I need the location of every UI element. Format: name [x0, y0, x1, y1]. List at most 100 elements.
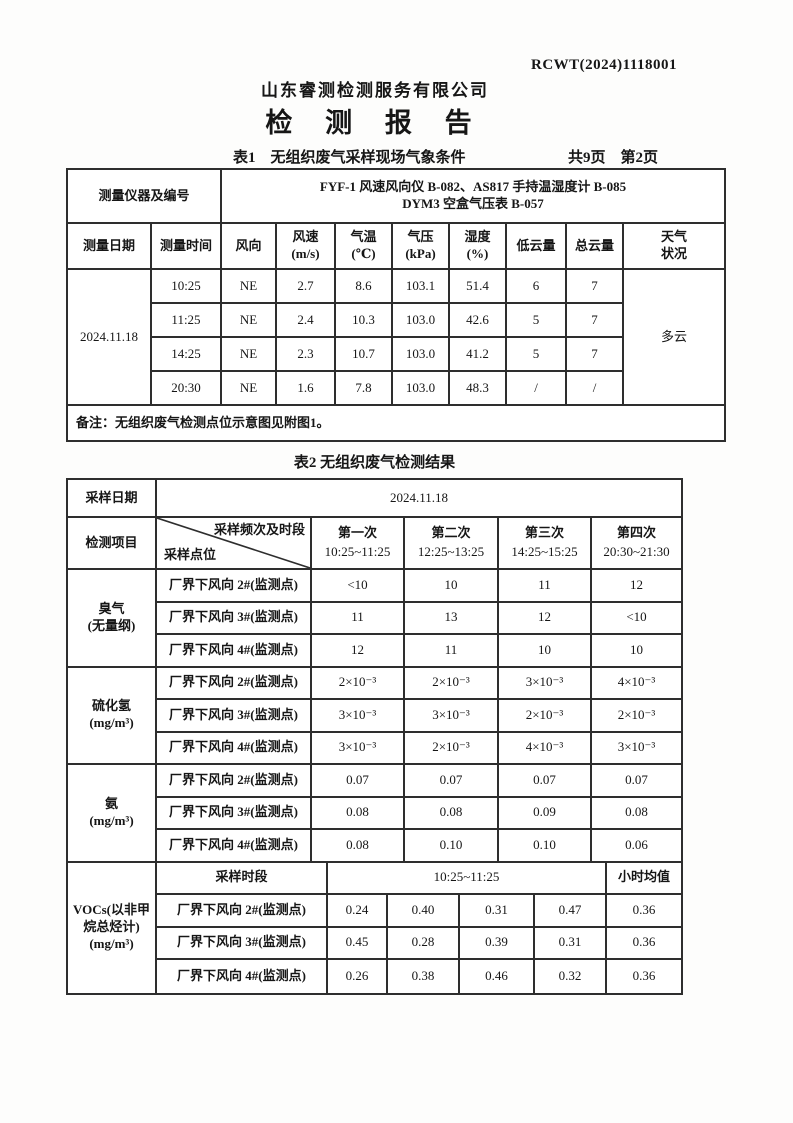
measurement-value: 11 [405, 635, 499, 668]
measurement-value: 11 [312, 602, 405, 635]
instrument-list: FYF-1 风速风向仪 B-082、AS817 手持温湿度计 B-085 DYM… [222, 170, 724, 224]
period-seq: 第三次 [524, 525, 564, 541]
table2-upper-grid: 采样日期 2024.11.18 检测项目 采样频次及时段 采样点位 第一次 10:… [68, 480, 681, 863]
sampling-point-label: 厂界下风向 4#(监测点) [157, 830, 312, 863]
sampling-point-label: 厂界下风向 2#(监测点) [157, 765, 312, 798]
measurement-value: 3×10⁻³ [312, 732, 405, 765]
cell-wind-dir: NE [222, 304, 277, 338]
measurement-value: 11 [499, 570, 592, 603]
measurement-value: 4×10⁻³ [499, 732, 592, 765]
measurement-value: 3×10⁻³ [405, 700, 499, 733]
cell-wind-speed: 2.4 [277, 304, 336, 338]
sampling-point-label: 厂界下风向 4#(监测点) [157, 732, 312, 765]
measurement-value: 0.07 [405, 765, 499, 798]
period-seq: 第一次 [337, 525, 377, 541]
sampling-point-label: 厂界下风向 4#(监测点) [157, 960, 328, 993]
diagonal-bottom-label: 采样点位 [164, 547, 217, 563]
measurement-value: 2×10⁻³ [405, 667, 499, 700]
cell-total-cloud: 7 [567, 338, 624, 372]
measurement-value: 0.07 [312, 765, 405, 798]
diagonal-line [157, 518, 310, 568]
measurement-value: 0.10 [405, 830, 499, 863]
hourly-average-value: 0.36 [607, 928, 681, 960]
period-time: 20:30~21:30 [603, 544, 670, 559]
measurement-value: 2×10⁻³ [592, 700, 681, 733]
cell-low-cloud: / [507, 372, 567, 406]
vocs-period-value: 10:25~11:25 [328, 862, 607, 895]
period-seq: 第二次 [431, 525, 471, 541]
measurement-value: 0.39 [460, 927, 535, 960]
sampling-point-label: 厂界下风向 3#(监测点) [157, 602, 312, 635]
measurement-value: 0.24 [328, 895, 388, 928]
cell-pressure: 103.0 [393, 372, 450, 406]
cell-pressure: 103.1 [393, 270, 450, 304]
period-header-4: 第四次 20:30~21:30 [592, 518, 681, 570]
cell-total-cloud: / [567, 372, 624, 406]
page-count: 共9页 第2页 [568, 150, 659, 166]
cell-time: 11:25 [152, 304, 222, 338]
col-header-time: 测量时间 [152, 224, 222, 270]
measurement-value: 0.08 [312, 830, 405, 863]
cell-humidity: 42.6 [450, 304, 507, 338]
hourly-average-value: 0.36 [607, 895, 681, 928]
hourly-average-label: 小时均值 [607, 863, 681, 895]
measurement-value: 0.45 [328, 927, 388, 960]
measurement-value: 12 [312, 635, 405, 668]
measurement-value: 2×10⁻³ [312, 667, 405, 700]
item-odor: 臭气 (无量纲) [68, 570, 157, 668]
measurement-value: 12 [499, 602, 592, 635]
table2-caption: 表2 无组织废气检测结果 [293, 455, 456, 471]
measurement-value: 0.31 [535, 927, 607, 960]
measurement-value: 0.07 [499, 765, 592, 798]
measurement-value: 0.08 [312, 797, 405, 830]
period-header-3: 第三次 14:25~15:25 [499, 518, 592, 570]
measurement-value: 10 [405, 570, 499, 603]
measurement-value: 0.06 [592, 830, 681, 863]
cell-temp: 7.8 [336, 372, 393, 406]
measurement-value: 0.08 [405, 797, 499, 830]
cell-time: 14:25 [152, 338, 222, 372]
table2-gas-results: 采样日期 2024.11.18 检测项目 采样频次及时段 采样点位 第一次 10:… [66, 478, 683, 995]
cell-total-cloud: 7 [567, 304, 624, 338]
col-header-total-cloud: 总云量 [567, 224, 624, 270]
table1-note: 备注：无组织废气检测点位示意图见附图1。 [76, 414, 330, 430]
cell-temp: 8.6 [336, 270, 393, 304]
cell-time: 20:30 [152, 372, 222, 406]
company-name: 山东睿测检测服务有限公司 [261, 81, 489, 100]
measurement-value: 3×10⁻³ [592, 733, 681, 765]
cell-low-cloud: 5 [507, 304, 567, 338]
measurement-value: 0.40 [388, 895, 460, 928]
col-header-low-cloud: 低云量 [507, 224, 567, 270]
measurement-value: 0.09 [499, 797, 592, 830]
cell-wind-dir: NE [222, 270, 277, 304]
measurement-value: 0.08 [592, 798, 681, 830]
sampling-point-label: 厂界下风向 2#(监测点) [157, 895, 328, 928]
col-header-temp: 气温 (℃) [336, 224, 393, 270]
measurement-value: 0.26 [328, 960, 388, 993]
col-header-weather: 天气 状况 [624, 224, 724, 270]
cell-wind-dir: NE [222, 372, 277, 406]
diagonal-header-cell: 采样频次及时段 采样点位 [157, 518, 312, 570]
measurement-value: 0.47 [535, 895, 607, 928]
table1-weather-conditions: 测量仪器及编号 FYF-1 风速风向仪 B-082、AS817 手持温湿度计 B… [66, 168, 726, 442]
sampling-date-label: 采样日期 [68, 480, 157, 518]
col-header-pressure: 气压 (kPa) [393, 224, 450, 270]
col-header-wind-speed: 风速 (m/s) [277, 224, 336, 270]
cell-total-cloud: 7 [567, 270, 624, 304]
period-seq: 第四次 [616, 525, 656, 541]
cell-wind-speed: 1.6 [277, 372, 336, 406]
cell-temp: 10.3 [336, 304, 393, 338]
cell-wind-speed: 2.3 [277, 338, 336, 372]
period-time: 12:25~13:25 [417, 544, 485, 559]
measurement-value: 0.07 [592, 765, 681, 798]
weather-status: 多云 [624, 270, 724, 406]
col-header-date: 测量日期 [68, 224, 152, 270]
table1-caption: 表1 无组织废气采样现场气象条件 [233, 150, 466, 166]
measurement-value: <10 [312, 570, 405, 603]
cell-pressure: 103.0 [393, 304, 450, 338]
measurement-value: 3×10⁻³ [499, 667, 592, 700]
sampling-point-label: 厂界下风向 2#(监测点) [157, 667, 312, 700]
period-time: 10:25~11:25 [324, 544, 391, 559]
measurement-value: 0.31 [460, 895, 535, 928]
